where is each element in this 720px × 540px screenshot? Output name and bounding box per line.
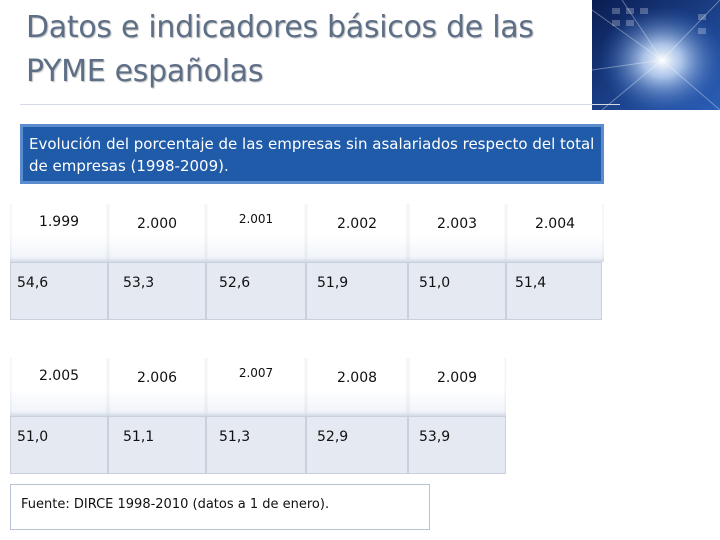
slide-title: Datos e indicadores básicos de las PYME … [26, 10, 534, 89]
value-cell: 51,4 [506, 262, 602, 320]
value-cell: 52,6 [206, 262, 306, 320]
value-cell: 54,6 [10, 262, 108, 320]
title-divider [20, 104, 620, 105]
year-header: 2.008 [306, 358, 408, 416]
year-header: 2.006 [108, 358, 206, 416]
value-cell: 53,9 [408, 416, 506, 474]
year-header: 2.003 [408, 204, 506, 262]
subtitle-text: Evolución del porcentaje de las empresas… [29, 135, 595, 175]
year-header: 2.007 [206, 358, 306, 416]
year-header: 1.999 [10, 204, 108, 262]
value-cell: 51,0 [10, 416, 108, 474]
source-note: Fuente: DIRCE 1998-2010 (datos a 1 de en… [10, 484, 430, 530]
year-header: 2.004 [506, 204, 604, 262]
year-header: 2.002 [306, 204, 408, 262]
year-header: 2.001 [206, 204, 306, 262]
decorative-light-graphic [592, 0, 720, 110]
value-cell: 52,9 [306, 416, 408, 474]
year-header: 2.005 [10, 358, 108, 416]
value-cell: 51,3 [206, 416, 306, 474]
value-cell: 51,9 [306, 262, 408, 320]
year-header: 2.000 [108, 204, 206, 262]
value-cell: 51,1 [108, 416, 206, 474]
subtitle-box: Evolución del porcentaje de las empresas… [20, 124, 604, 184]
value-cell: 53,3 [108, 262, 206, 320]
year-header: 2.009 [408, 358, 506, 416]
source-text: Fuente: DIRCE 1998-2010 (datos a 1 de en… [21, 497, 330, 512]
value-cell: 51,0 [408, 262, 506, 320]
